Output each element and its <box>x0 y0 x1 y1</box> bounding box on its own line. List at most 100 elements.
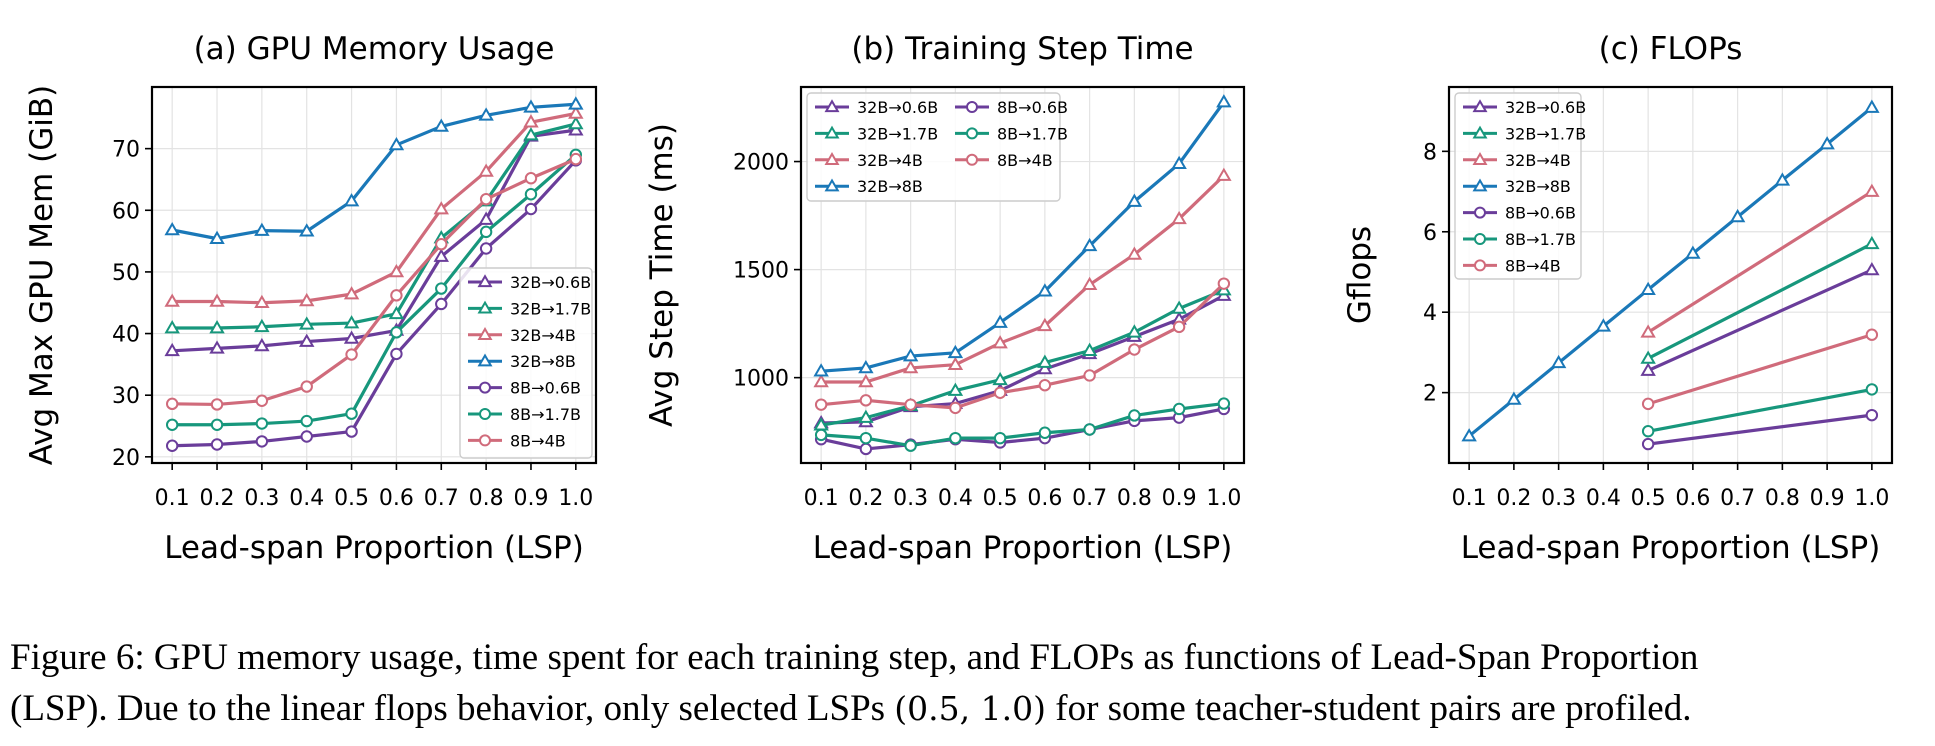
series-32b-to-4b <box>1640 183 1880 338</box>
legend-marker <box>824 178 840 192</box>
x-tick-label: 0.4 <box>289 486 324 511</box>
data-point <box>949 401 962 415</box>
data-point <box>902 348 919 362</box>
data-point <box>992 314 1008 328</box>
data-point <box>1729 208 1746 223</box>
legend-label: 8B→4B <box>510 431 566 450</box>
axes-frame <box>150 85 598 465</box>
data-point <box>164 293 180 307</box>
x-tick-label: 0.7 <box>424 486 459 511</box>
legend-marker <box>479 381 491 394</box>
legend: 32B→0.6B 32B→1.7B 32B→4B 32B→8B 8B→0.6B 8B→1.… <box>459 267 593 459</box>
y-axis-label: Gflops <box>1342 226 1378 324</box>
legend-entry-32b-to-1p7b: 32B→1.7B <box>815 124 938 143</box>
data-point <box>209 293 225 307</box>
data-point <box>1864 99 1880 113</box>
series-line <box>821 401 1225 448</box>
x-tick-label: 1.0 <box>1206 486 1241 511</box>
x-axis-label: Lead-span Proportion (LSP) <box>164 530 584 566</box>
data-point <box>904 439 917 452</box>
data-point <box>568 116 584 130</box>
data-point <box>254 318 270 333</box>
data-point <box>858 359 874 374</box>
series-line <box>172 153 577 427</box>
series-line <box>1468 106 1873 438</box>
series-line <box>820 282 1225 410</box>
series-32b-to-4b <box>164 105 584 309</box>
x-tick-label: 0.2 <box>1496 486 1531 511</box>
series-32b-to-8b <box>164 96 584 244</box>
chart-title: (b) Training Step Time <box>851 31 1193 67</box>
data-point <box>255 435 269 448</box>
data-point <box>1037 354 1053 368</box>
axes-frame <box>799 85 1246 465</box>
series-line <box>1647 190 1873 334</box>
data-point <box>1038 426 1052 439</box>
data-point <box>479 192 493 206</box>
data-point <box>1640 362 1656 376</box>
data-point <box>947 356 964 370</box>
legend-label: 32B→8B <box>510 352 576 371</box>
y-tick-label: 50 <box>112 261 140 286</box>
legend-entry-32b-to-4b: 32B→4B <box>468 326 576 345</box>
legend-label: 8B→0.6B <box>997 98 1068 117</box>
legend-entry-32b-to-8b: 32B→8B <box>1463 177 1571 196</box>
panel-step-time: 0.1 0.2 0.3 0.4 0.5 0.6 0.7 0.8 0.9 1.0 1000 1500 20… <box>644 31 1246 566</box>
legend-marker <box>477 327 493 340</box>
series-line <box>1647 333 1873 406</box>
x-tick-label: 0.6 <box>1027 486 1062 511</box>
data-point <box>390 326 403 339</box>
data-point <box>209 340 225 354</box>
legend-label: 8B→1.7B <box>1505 230 1576 249</box>
data-point <box>1081 276 1098 291</box>
legend-marker <box>1472 125 1488 139</box>
series-8b-to-1p7b <box>165 148 583 431</box>
data-point <box>992 371 1008 386</box>
series-8b-to-4b <box>1641 328 1879 411</box>
data-point <box>1217 277 1231 290</box>
series-line <box>172 122 577 330</box>
legend-marker <box>824 152 840 165</box>
data-point <box>813 373 829 388</box>
y-tick-label: 2 <box>1423 382 1437 407</box>
data-point <box>345 348 358 361</box>
data-point <box>299 333 315 347</box>
data-point <box>345 425 358 438</box>
data-point <box>949 431 962 445</box>
data-point <box>390 289 403 302</box>
legend-entry-8b-to-0p6b: 8B→0.6B <box>468 379 581 398</box>
data-point <box>165 397 179 411</box>
data-point <box>479 242 493 255</box>
x-tick-label: 0.8 <box>1117 486 1152 511</box>
legend-box <box>459 267 593 459</box>
x-tick-label: 0.3 <box>244 486 279 511</box>
data-point <box>388 136 405 151</box>
data-point <box>1126 246 1143 260</box>
data-point <box>1081 237 1098 252</box>
legend-entry-8b-to-0p6b: 8B→0.6B <box>955 98 1068 117</box>
data-point <box>524 202 538 216</box>
data-point <box>210 438 224 451</box>
x-tick-label: 0.2 <box>848 486 883 511</box>
figure-caption: Figure 6: GPU memory usage, time spent f… <box>10 632 1925 734</box>
series-line <box>820 288 1225 427</box>
legend-label: 32B→1.7B <box>1505 124 1586 143</box>
data-point <box>164 342 180 357</box>
data-point <box>299 316 315 330</box>
x-tick-label: 1.0 <box>558 486 593 511</box>
data-point <box>210 418 224 431</box>
y-tick-label: 20 <box>112 446 140 471</box>
data-point <box>343 330 360 344</box>
legend-entry-32b-to-1p7b: 32B→1.7B <box>468 299 591 318</box>
y-tick-label: 4 <box>1423 301 1437 326</box>
data-point <box>1550 354 1567 369</box>
data-point <box>300 430 313 443</box>
legend-entry-32b-to-0p6b: 32B→0.6B <box>1463 98 1586 117</box>
legend-marker <box>1474 206 1486 219</box>
data-point <box>388 305 405 320</box>
data-point <box>1081 342 1098 356</box>
data-point <box>947 344 964 359</box>
chart-title: (a) GPU Memory Usage <box>194 31 555 67</box>
axes-frame <box>1447 85 1894 465</box>
legend-label: 8B→1.7B <box>510 405 581 424</box>
